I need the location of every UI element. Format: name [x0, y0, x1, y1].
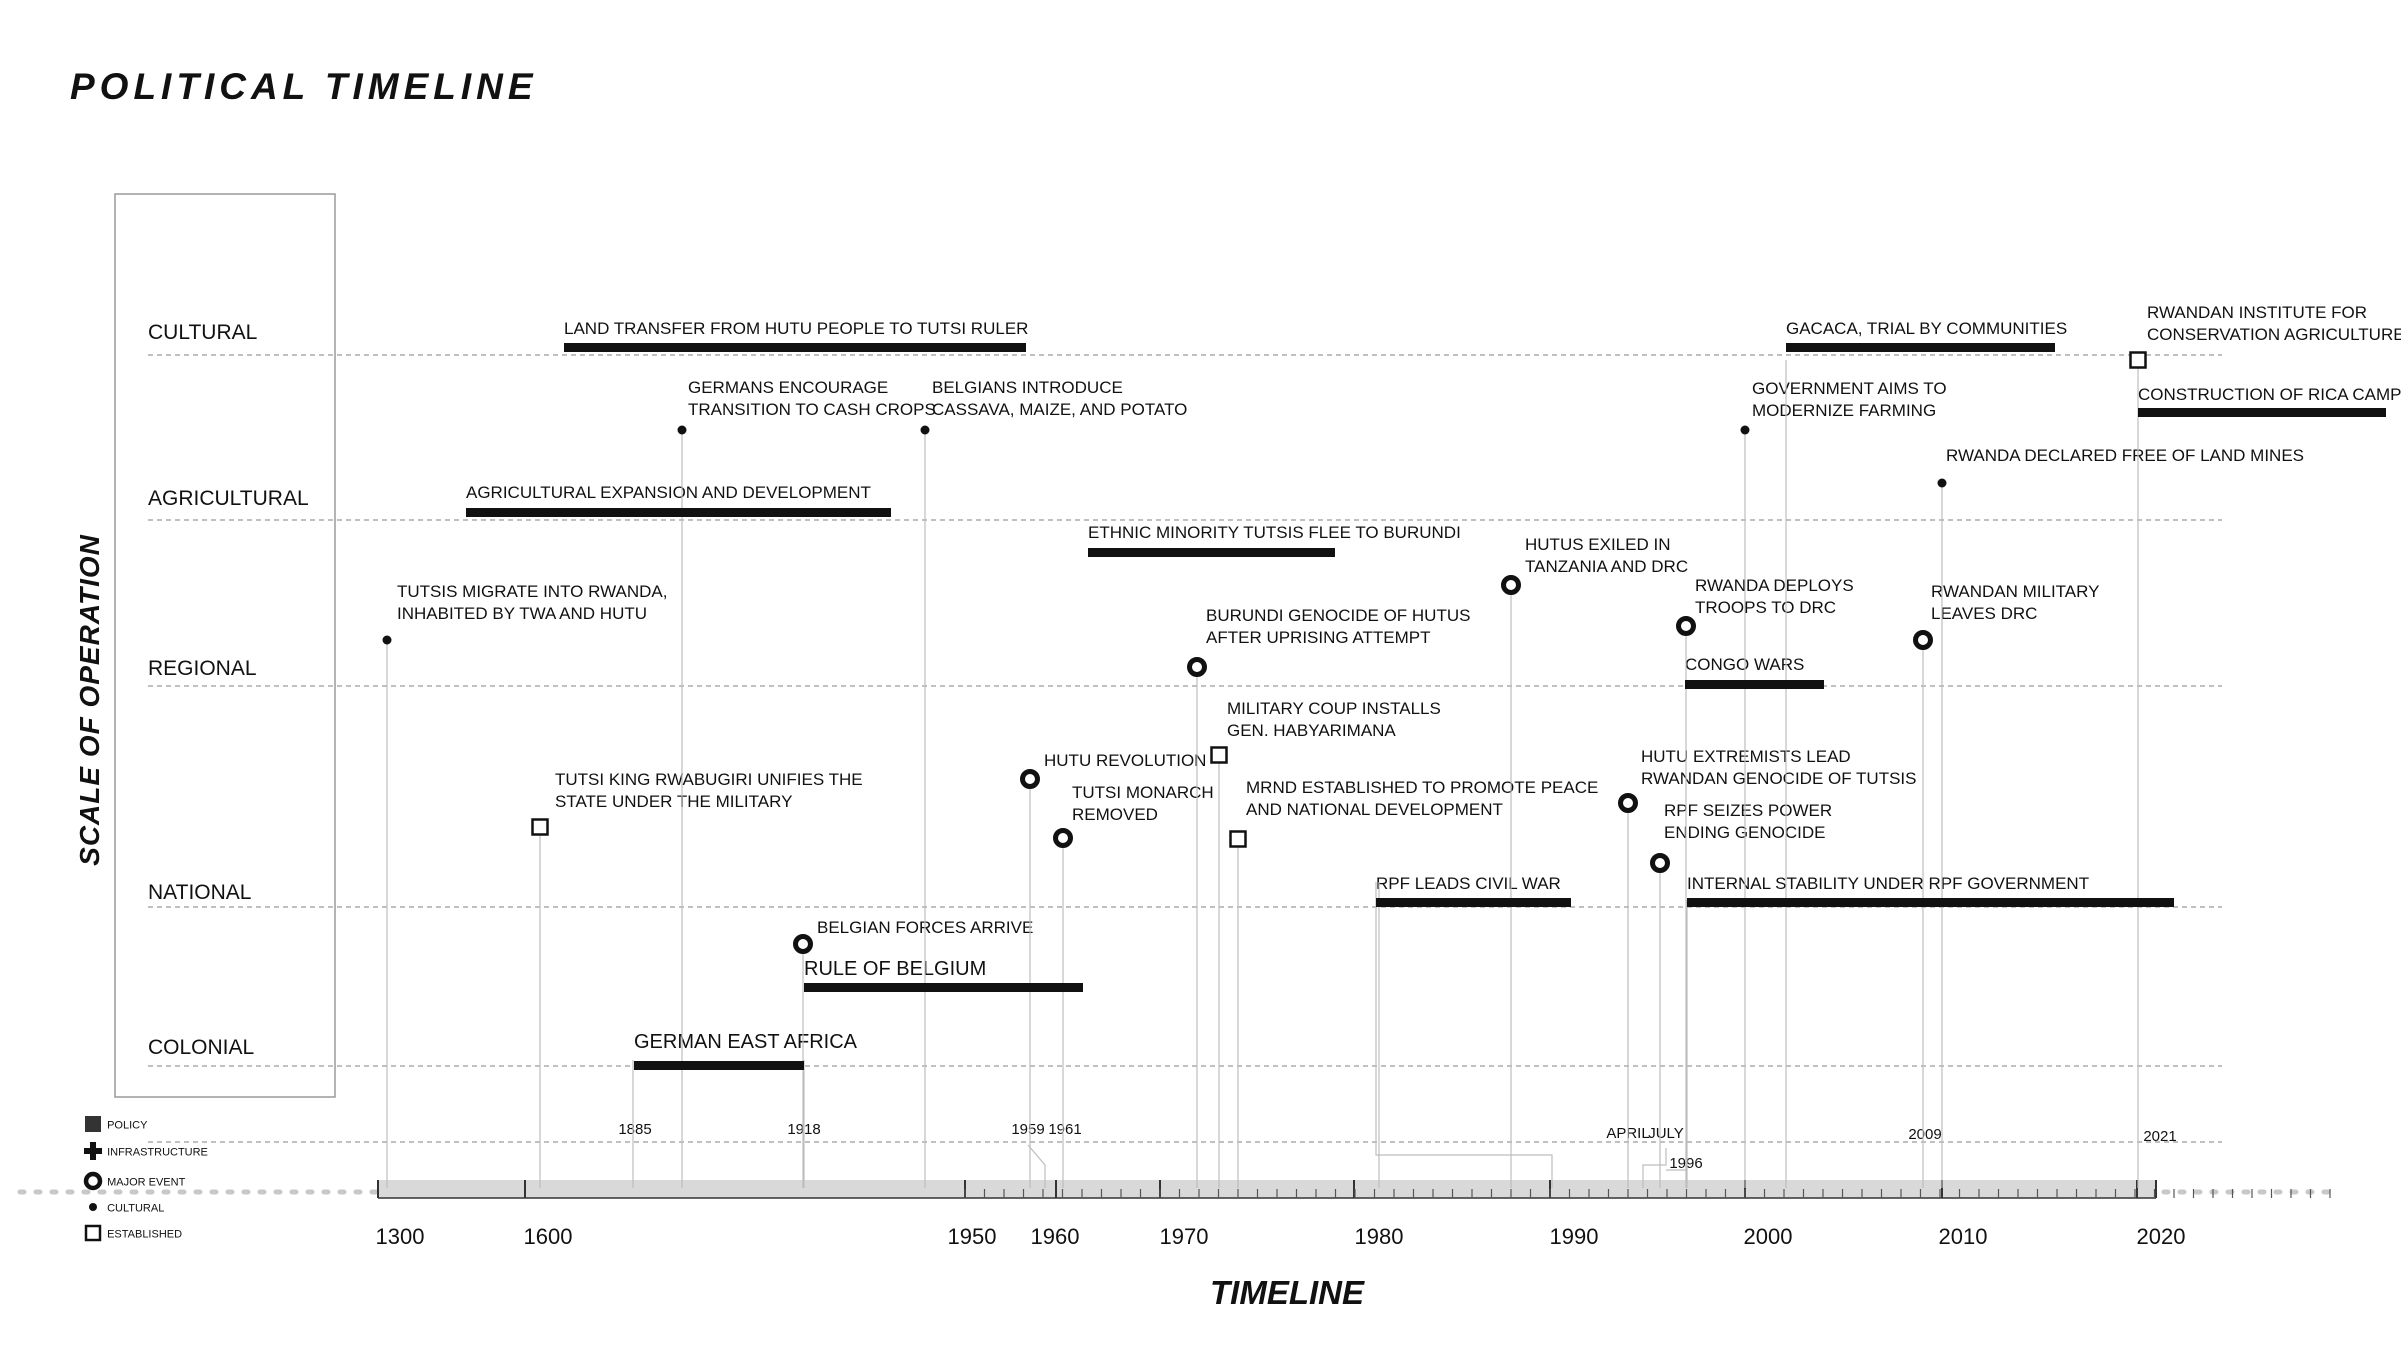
axis-year: 2020	[2136, 1224, 2186, 1249]
timeline-bar	[1685, 680, 1824, 689]
established-marker	[2129, 351, 2147, 369]
bar-label: ETHNIC MINORITY TUTSIS FLEE TO BURUNDI	[1088, 523, 1461, 542]
bar-label: AGRICULTURAL EXPANSION AND DEVELOPMENT	[466, 483, 871, 502]
established-marker	[1229, 830, 1247, 848]
level-label-agricultural: AGRICULTURAL	[148, 487, 309, 510]
cultural-dot-marker	[1937, 478, 1947, 488]
major-event-marker	[1650, 853, 1670, 873]
event-label: BELGIANS INTRODUCE CASSAVA, MAIZE, AND PO…	[932, 378, 1188, 419]
x-axis-title: TIMELINE	[1210, 1274, 1364, 1311]
legend-label: INFRASTRUCTURE	[107, 1146, 208, 1159]
timeline-bar	[564, 343, 1026, 352]
axis-year: 2000	[1743, 1224, 1793, 1249]
event-label: MRND ESTABLISHED TO PROMOTE PEACE AND NAT…	[1246, 778, 1599, 819]
established-marker	[1210, 746, 1228, 764]
level-label-cultural: CULTURAL	[148, 321, 258, 344]
legend-major-event: MAJOR EVENT	[83, 1171, 185, 1194]
axis-year: 2010	[1938, 1224, 1988, 1249]
event-label: GOVERNMENT AIMS TO MODERNIZE FARMING	[1752, 379, 1947, 420]
event-label: HUTUS EXILED IN TANZANIA AND DRC	[1525, 535, 1689, 576]
ring-icon	[82, 1171, 104, 1194]
event-label: HUTU REVOLUTION	[1044, 751, 1207, 770]
axis-year: 1600	[523, 1224, 573, 1249]
leader-connector	[1375, 882, 1553, 1188]
axis-year: 1950	[947, 1224, 997, 1249]
axis-year: 1300	[375, 1224, 425, 1249]
marker-year: 1961	[1048, 1121, 1082, 1138]
event-label: GERMANS ENCOURAGE TRANSITION TO CASH CROP…	[688, 378, 936, 419]
bar-label: LAND TRANSFER FROM HUTU PEOPLE TO TUTSI …	[564, 319, 1029, 338]
legend-label: ESTABLISHED	[107, 1228, 183, 1241]
legend-established: ESTABLISHED	[84, 1224, 182, 1245]
level-label-colonial: COLONIAL	[148, 1036, 255, 1059]
level-label-national: NATIONAL	[148, 881, 252, 904]
dot-icon	[82, 1198, 104, 1219]
event-label: HUTU EXTREMISTS LEAD RWANDAN GENOCIDE OF …	[1641, 747, 1917, 788]
established-marker	[531, 818, 549, 836]
bar-label: GACACA, TRIAL BY COMMUNITIES	[1786, 319, 2068, 338]
timeline-bar	[1687, 898, 2174, 907]
square-outline-icon	[82, 1224, 104, 1245]
major-event-marker	[1618, 793, 1638, 813]
level-label-regional: REGIONAL	[148, 657, 257, 680]
square-filled-icon	[82, 1115, 104, 1136]
major-event-marker	[1913, 630, 1933, 650]
legend-cultural: CULTURAL	[89, 1198, 164, 1219]
major-event-marker	[1053, 828, 1073, 848]
cultural-dot-marker	[382, 635, 392, 645]
leader-connector	[1666, 1150, 1687, 1171]
marker-year: 1885	[618, 1121, 652, 1138]
marker-year: 1959	[1011, 1121, 1045, 1138]
axis-year: 1980	[1354, 1224, 1404, 1249]
event-label: RWANDAN INSTITUTE FOR CONSERVATION AGRICU…	[2147, 303, 2401, 344]
cultural-dot-marker	[1740, 425, 1750, 435]
leader-connector	[1027, 1144, 1046, 1188]
bar-label: CONSTRUCTION OF RICA CAMPUS	[2138, 385, 2401, 404]
leader-connector	[1642, 1148, 1667, 1188]
timeline-bar	[1376, 898, 1571, 907]
event-label: TUTSIS MIGRATE INTO RWANDA, INHABITED BY …	[397, 582, 668, 623]
axis-band	[378, 1180, 2156, 1198]
axis-year: 1990	[1549, 1224, 1599, 1249]
event-label: RWANDAN MILITARY LEAVES DRC	[1931, 582, 2100, 623]
cultural-dot-marker	[920, 425, 930, 435]
marker-year: JULY	[1648, 1125, 1684, 1142]
major-event-marker	[1020, 769, 1040, 789]
bar-label: RULE OF BELGIUM	[804, 958, 987, 980]
timeline-bar	[466, 508, 891, 517]
axis-year: 1960	[1030, 1224, 1080, 1249]
legend-policy: POLICY	[85, 1115, 147, 1136]
major-event-marker	[1501, 575, 1521, 595]
timeline-bar	[634, 1061, 804, 1070]
event-label: MILITARY COUP INSTALLS GEN. HABYARIMANA	[1227, 699, 1441, 740]
legend-label: POLICY	[107, 1119, 148, 1132]
bar-label: GERMAN EAST AFRICA	[634, 1031, 858, 1053]
major-event-marker	[1676, 616, 1696, 636]
legend-label: MAJOR EVENT	[107, 1176, 186, 1189]
event-label: TUTSI KING RWABUGIRI UNIFIES THE STATE UN…	[555, 770, 863, 811]
event-label: BURUNDI GENOCIDE OF HUTUS AFTER UPRISING …	[1206, 606, 1471, 647]
bar-label: RPF LEADS CIVIL WAR	[1376, 874, 1561, 893]
bar-label: INTERNAL STABILITY UNDER RPF GOVERNMENT	[1687, 874, 2090, 893]
axis-year: 1970	[1159, 1224, 1209, 1249]
legend-label: CULTURAL	[107, 1202, 165, 1215]
legend-infrastructure: INFRASTRUCTURE	[84, 1142, 208, 1163]
event-label: TUTSI MONARCH REMOVED	[1072, 783, 1214, 824]
level-frame	[114, 193, 336, 1098]
marker-year: 2021	[2143, 1128, 2177, 1145]
event-label: RWANDA DEPLOYS TROOPS TO DRC	[1695, 576, 1854, 617]
timeline-bar	[1088, 548, 1335, 557]
timeline-bar	[2138, 408, 2386, 417]
timeline-bar	[804, 983, 1083, 992]
cultural-dot-marker	[677, 425, 687, 435]
page-title: POLITICAL TIMELINE	[70, 66, 538, 107]
event-label: RWANDA DECLARED FREE OF LAND MINES	[1946, 446, 2305, 465]
timeline-bar	[1786, 343, 2055, 352]
marker-year: 2009	[1908, 1126, 1942, 1143]
major-event-marker	[793, 934, 813, 954]
major-event-marker	[1187, 657, 1207, 677]
plus-icon	[82, 1142, 104, 1163]
